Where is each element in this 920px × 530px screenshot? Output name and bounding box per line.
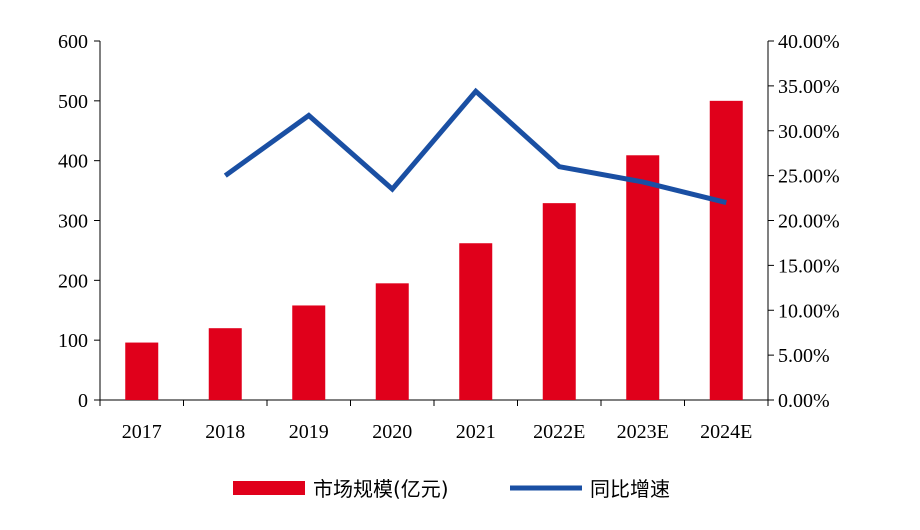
right-axis-ticks: 0.00% 5.00% 10.00% 15.00% 20.00% 25.00% 30.00%…	[768, 31, 840, 412]
left-tick-label: 600	[58, 31, 88, 53]
bar-series	[125, 100, 743, 400]
bar	[292, 305, 326, 400]
x-tick-label: 2021	[456, 421, 496, 443]
line-series	[223, 87, 727, 206]
x-tick-label: 2018	[205, 421, 245, 443]
right-tick-label: 5.00%	[778, 345, 830, 367]
right-tick-label: 15.00%	[778, 255, 840, 277]
bar	[542, 203, 576, 400]
left-tick-label: 400	[58, 151, 88, 173]
axes	[99, 41, 769, 401]
left-axis-ticks: 0 100 200 300 400 500 600	[58, 31, 100, 412]
bar	[125, 342, 159, 400]
x-tick-label: 2022E	[533, 421, 585, 443]
x-axis-ticks: 2017 2018 2019 2020 2021 2022E 2023E 2024E	[99, 400, 769, 443]
right-tick-label: 40.00%	[778, 31, 840, 53]
x-tick-label: 2017	[122, 421, 162, 443]
bar	[375, 283, 409, 400]
bar	[459, 243, 493, 400]
left-tick-label: 500	[58, 91, 88, 113]
legend-label-line: 同比增速	[590, 477, 670, 501]
x-tick-label: 2024E	[700, 421, 752, 443]
right-tick-label: 10.00%	[778, 300, 840, 322]
right-tick-label: 20.00%	[778, 211, 840, 233]
bar	[208, 328, 242, 400]
growth-line	[223, 87, 727, 206]
left-tick-label: 100	[58, 330, 88, 352]
x-tick-label: 2020	[372, 421, 412, 443]
x-tick-label: 2023E	[617, 421, 669, 443]
right-tick-label: 35.00%	[778, 76, 840, 98]
right-tick-label: 30.00%	[778, 121, 840, 143]
legend-label-bar: 市场规模(亿元)	[313, 477, 449, 501]
bar	[709, 100, 743, 400]
left-tick-label: 0	[78, 390, 88, 412]
left-tick-label: 300	[58, 211, 88, 233]
legend-swatch-bar	[233, 481, 305, 495]
legend: 市场规模(亿元) 同比增速	[233, 477, 670, 501]
right-tick-label: 0.00%	[778, 390, 830, 412]
x-tick-label: 2019	[289, 421, 329, 443]
left-tick-label: 200	[58, 270, 88, 292]
bar	[626, 155, 660, 400]
right-tick-label: 25.00%	[778, 166, 840, 188]
